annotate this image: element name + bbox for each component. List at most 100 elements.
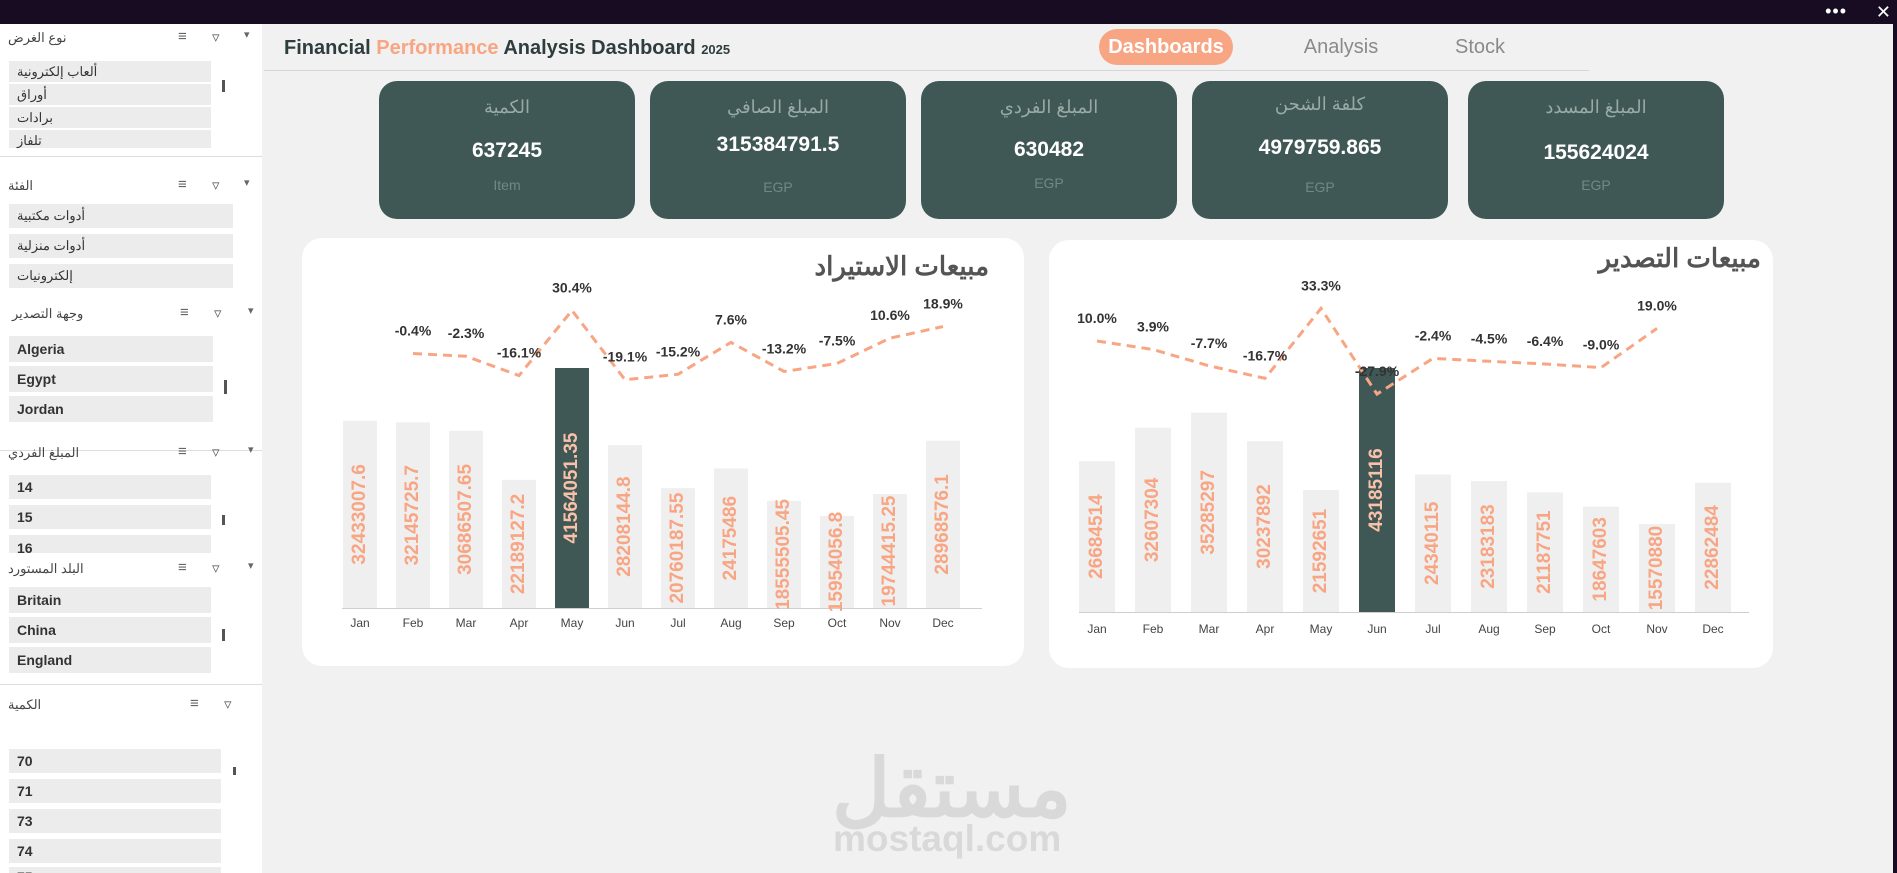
bar-apr[interactable] bbox=[1247, 441, 1283, 612]
month-tick-label: Mar bbox=[456, 616, 477, 630]
slicer-option[interactable]: برادات bbox=[9, 107, 211, 128]
clear-filter-icon[interactable]: ▿ bbox=[212, 177, 220, 194]
kpi-label: المبلغ المسدد bbox=[1545, 97, 1647, 117]
growth-label: -2.4% bbox=[1415, 327, 1452, 343]
bar-apr[interactable] bbox=[502, 479, 536, 608]
slicer-option[interactable]: 75 bbox=[9, 867, 221, 873]
slicer-title: نوع الغرض bbox=[8, 30, 67, 45]
bar-feb[interactable] bbox=[1135, 427, 1171, 612]
slicer-option[interactable]: أوراق bbox=[9, 84, 211, 105]
bar-value-label: 21187751 bbox=[1534, 510, 1555, 594]
multi-select-icon[interactable]: ≡ bbox=[190, 695, 199, 712]
scrollbar[interactable] bbox=[233, 767, 236, 775]
month-tick-label: Dec bbox=[932, 616, 953, 630]
bar-dec[interactable] bbox=[1695, 482, 1731, 612]
slicer-option[interactable]: إلكترونيات bbox=[9, 264, 233, 288]
growth-label: -19.1% bbox=[603, 349, 648, 365]
slicer-option[interactable]: 74 bbox=[9, 839, 221, 863]
scrollbar[interactable] bbox=[222, 629, 225, 641]
slicer-option[interactable]: Egypt bbox=[9, 366, 213, 392]
scrollbar[interactable] bbox=[222, 515, 225, 525]
bar-jan[interactable] bbox=[1079, 461, 1115, 612]
clear-filter-icon[interactable]: ▿ bbox=[214, 305, 222, 322]
multi-select-icon[interactable]: ≡ bbox=[178, 559, 187, 576]
clear-filter-icon[interactable]: ▿ bbox=[212, 29, 220, 46]
bar-value-label: 18647603 bbox=[1590, 517, 1611, 602]
slicer-option[interactable]: 16 bbox=[9, 535, 211, 556]
bar-feb[interactable] bbox=[396, 422, 430, 608]
bar-jul[interactable] bbox=[661, 488, 695, 608]
clear-filter-icon[interactable]: ▿ bbox=[224, 696, 232, 713]
nav-stock-button[interactable]: Stock bbox=[1454, 36, 1506, 58]
bar-oct[interactable] bbox=[1583, 506, 1619, 612]
multi-select-icon[interactable]: ≡ bbox=[178, 443, 187, 460]
bar-value-label: 18555505.45 bbox=[773, 499, 794, 610]
kpi-value: 4979759.865 bbox=[1258, 136, 1382, 159]
month-tick-label: Jul bbox=[1425, 622, 1440, 636]
slicer-panel: نوع الغرض ≡ ▿ ▾ ألعاب إلكترونية أوراق بر… bbox=[0, 24, 262, 873]
bar-value-label: 28968576.1 bbox=[932, 474, 953, 575]
slicer-option[interactable]: England bbox=[9, 647, 211, 673]
bar-oct[interactable] bbox=[820, 515, 854, 608]
bar-jun[interactable] bbox=[608, 445, 642, 608]
clear-filter-icon[interactable]: ▿ bbox=[212, 560, 220, 577]
import-sales-chart: 32433007.6 Jan 32145725.7 Feb 30686507.65 Mar… bbox=[342, 279, 982, 630]
bar-aug[interactable] bbox=[1471, 481, 1507, 612]
bar-sep[interactable] bbox=[1527, 492, 1563, 612]
bar-dec[interactable] bbox=[926, 440, 960, 608]
growth-label: -16.1% bbox=[497, 345, 542, 361]
slicer-option[interactable]: 14 bbox=[9, 475, 211, 499]
month-tick-label: Apr bbox=[1256, 622, 1275, 636]
bar-value-label: 32607304 bbox=[1142, 477, 1163, 562]
month-tick-label: Jan bbox=[1087, 622, 1106, 636]
more-options-icon[interactable]: ••• bbox=[1825, 1, 1847, 21]
slicer-option[interactable]: Britain bbox=[9, 587, 211, 613]
dropdown-icon[interactable]: ▾ bbox=[248, 560, 254, 572]
bar-nov[interactable] bbox=[873, 493, 907, 608]
scrollbar[interactable] bbox=[222, 80, 225, 92]
month-tick-label: Feb bbox=[403, 616, 424, 630]
bar-nov[interactable] bbox=[1639, 524, 1675, 612]
multi-select-icon[interactable]: ≡ bbox=[178, 28, 187, 45]
bar-mar[interactable] bbox=[449, 430, 483, 608]
bar-may[interactable] bbox=[555, 368, 589, 608]
slicer-option[interactable]: 70 bbox=[9, 749, 221, 773]
slicer-option[interactable]: Jordan bbox=[9, 396, 213, 422]
close-icon[interactable]: ✕ bbox=[1875, 2, 1891, 22]
bar-jul[interactable] bbox=[1415, 474, 1451, 612]
scrollbar[interactable] bbox=[224, 380, 227, 394]
dropdown-icon[interactable]: ▾ bbox=[248, 444, 254, 456]
bar-sep[interactable] bbox=[767, 500, 801, 608]
slicer-option[interactable]: Algeria bbox=[9, 336, 213, 362]
window-titlebar: ••• ✕ bbox=[0, 0, 1897, 24]
month-tick-label: Sep bbox=[1534, 622, 1556, 636]
bar-aug[interactable] bbox=[714, 468, 748, 608]
bar-jun[interactable] bbox=[1359, 368, 1395, 612]
bar-value-label: 30237892 bbox=[1254, 484, 1275, 569]
nav-dashboards-button[interactable]: Dashboards bbox=[1099, 29, 1233, 65]
slicer-option[interactable]: ألعاب إلكترونية bbox=[9, 61, 211, 82]
dropdown-icon[interactable]: ▾ bbox=[248, 305, 254, 317]
growth-label: -7.7% bbox=[1191, 335, 1228, 351]
multi-select-icon[interactable]: ≡ bbox=[180, 304, 189, 321]
bar-jan[interactable] bbox=[343, 420, 377, 608]
dropdown-icon[interactable]: ▾ bbox=[244, 177, 250, 189]
slicer-option[interactable]: 71 bbox=[9, 779, 221, 803]
multi-select-icon[interactable]: ≡ bbox=[178, 176, 187, 193]
slicer-option[interactable]: China bbox=[9, 617, 211, 643]
slicer-option[interactable]: 73 bbox=[9, 809, 221, 833]
dropdown-icon[interactable]: ▾ bbox=[244, 29, 250, 41]
slicer-option[interactable]: أدوات مكتبية bbox=[9, 204, 233, 228]
kpi-label: كلفة الشحن bbox=[1274, 94, 1366, 114]
bar-may[interactable] bbox=[1303, 489, 1339, 612]
slicer-category: الفئة ≡ ▿ ▾ أدوات مكتبية أدوات منزلية إل… bbox=[0, 172, 262, 322]
nav-analysis-button[interactable]: Analysis bbox=[1303, 36, 1379, 58]
kpi-unit: EGP bbox=[1581, 177, 1611, 193]
slicer-option[interactable]: أدوات منزلية bbox=[9, 234, 233, 258]
title-part: Analysis Dashboard bbox=[498, 37, 702, 59]
clear-filter-icon[interactable]: ▿ bbox=[212, 444, 220, 461]
bar-mar[interactable] bbox=[1191, 412, 1227, 612]
slicer-option[interactable]: 15 bbox=[9, 505, 211, 529]
bar-value-label: 15570880 bbox=[1646, 526, 1667, 611]
slicer-option[interactable]: تلفاز bbox=[9, 130, 211, 148]
